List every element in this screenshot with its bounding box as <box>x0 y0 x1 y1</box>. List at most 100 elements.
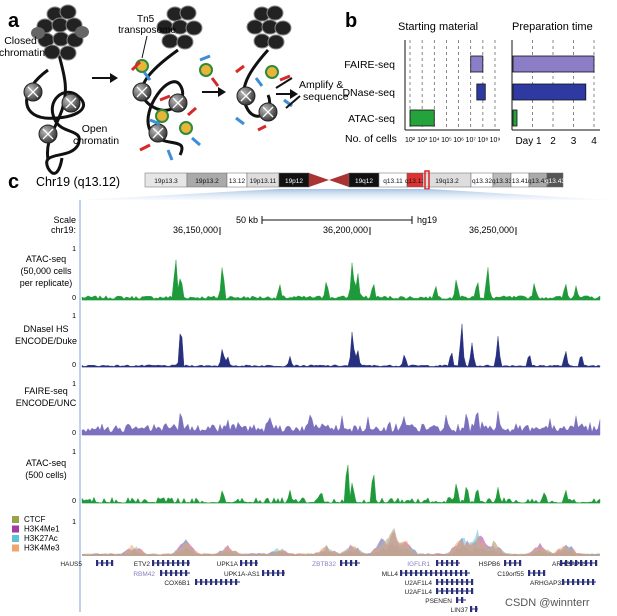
open-chromatin-label: Open chromatin <box>73 123 119 147</box>
gene-label: IGFLR1 <box>407 561 430 568</box>
gene-label: C19orf55 <box>497 571 524 578</box>
ideogram-band <box>546 172 564 188</box>
gene-exon <box>340 560 343 566</box>
x-tick-label: 10⁸ <box>477 137 488 144</box>
gene-exon <box>282 570 285 576</box>
y-max-label: 1 <box>72 519 76 526</box>
panel-b-letter: b <box>345 10 357 32</box>
gene-exon <box>205 579 208 585</box>
gene-exon <box>180 570 183 576</box>
gene-exon <box>185 570 188 576</box>
ideogram-band-label: 19p13.3 <box>154 178 178 185</box>
gene-exon <box>538 570 541 576</box>
histone-area <box>82 528 600 556</box>
gene-label: LIN37 <box>451 607 469 614</box>
legend-label: H3K27Ac <box>24 534 58 543</box>
closed-chromatin-label: Closed chromatin <box>0 35 45 59</box>
track-label: ENCODE/UNC <box>16 398 77 408</box>
gene-exon <box>451 560 454 566</box>
gene: ZBTB32 <box>312 560 360 568</box>
amplify-label: Amplify & sequence <box>299 79 349 103</box>
gene-exon <box>585 560 588 566</box>
cells-range-bar <box>409 109 435 127</box>
gene-exon <box>595 560 598 566</box>
gene-exon <box>450 570 453 576</box>
panel-a: a Closed chromatin Open chromati <box>0 4 349 175</box>
panel-c: c Chr19 (q13.12) 19p13.3 19p13.2 13.12 19p1… <box>8 170 610 614</box>
gene-exon <box>451 588 454 594</box>
gene: LIN37 <box>451 606 478 614</box>
y-max-label: 1 <box>72 313 76 320</box>
gene-exon <box>415 570 418 576</box>
gene-exon <box>471 579 474 585</box>
gene-exon <box>157 560 160 566</box>
gene: ARHGAP33 <box>530 579 596 587</box>
gene: U2AF1L4 <box>405 579 474 587</box>
gene-exon <box>240 560 243 566</box>
arrow-right-icon <box>218 87 226 97</box>
legend-label: CTCF <box>24 515 45 524</box>
zoom-wedge <box>80 189 610 200</box>
gene-label: HAUS5 <box>60 561 82 568</box>
position-label: 36,250,000 <box>469 225 514 235</box>
gene-exon <box>101 560 104 566</box>
legend-swatch <box>12 544 19 552</box>
gene-exon <box>160 570 163 576</box>
gene-label: ARHGAP33 <box>530 580 565 587</box>
gene-label: RBM42 <box>133 571 155 578</box>
panel-b: b Starting material Preparation time FAI… <box>342 10 600 147</box>
track-label: ENCODE/Duke <box>15 336 77 346</box>
gene-label: COX6B1 <box>164 580 190 587</box>
gene-label: HSPB6 <box>479 561 501 568</box>
gene-exon <box>451 579 454 585</box>
method-label: ATAC-seq <box>348 113 395 125</box>
watermark: CSDN @winnterr <box>505 597 590 609</box>
gene: ARHGAP33 <box>552 560 598 568</box>
gene-exon <box>225 579 228 585</box>
gene-exon <box>456 560 459 566</box>
legend-swatch <box>12 516 19 523</box>
gene-exon <box>425 570 428 576</box>
centromere-mark <box>329 173 349 187</box>
gene-exon <box>250 560 253 566</box>
gene-exon <box>182 560 185 566</box>
track-label: FAIRE-seq <box>24 386 68 396</box>
x-tick-label: 2 <box>550 136 556 147</box>
chr-label: chr19: <box>51 225 76 235</box>
signal-area <box>81 323 601 368</box>
panel-a-letter: a <box>8 10 20 32</box>
track-1: ATAC-seq (50,000 cells per replicate) 1 0 <box>20 246 601 302</box>
gene-exon <box>456 588 459 594</box>
y-min-label: 0 <box>72 430 76 437</box>
gene-label: UPK1A-AS1 <box>224 571 260 578</box>
gene-exon <box>446 588 449 594</box>
gene-exon <box>245 560 248 566</box>
gene-exon <box>570 560 573 566</box>
gene-exon <box>215 579 218 585</box>
y-max-label: 1 <box>72 246 76 253</box>
gene-exon <box>165 570 168 576</box>
gene-exon <box>590 560 593 566</box>
ideogram-band-label: 19p12 <box>285 178 303 185</box>
gene-exon <box>255 560 258 566</box>
track-2: DNaseI HS ENCODE/Duke 1 0 <box>15 313 601 369</box>
gene: HSPB6 <box>479 560 522 568</box>
x-tick-label: 10⁴ <box>429 137 440 144</box>
gene-exon <box>445 570 448 576</box>
gene-exon <box>195 579 198 585</box>
legend-label: H3K4Me1 <box>24 525 60 534</box>
y-min-label: 0 <box>72 295 76 302</box>
gene-exon <box>543 570 546 576</box>
gene-exon <box>562 579 565 585</box>
gene-exon <box>455 570 458 576</box>
gene-exon <box>533 570 536 576</box>
gene-exon <box>565 560 568 566</box>
gene-exon <box>162 560 165 566</box>
tn5-label: Tn5 transposome <box>118 14 176 36</box>
track-3: FAIRE-seq ENCODE/UNC 1 0 <box>16 381 601 437</box>
signal-area <box>81 464 601 504</box>
gene: COX6B1 <box>164 579 240 587</box>
gene-label: ZBTB32 <box>312 561 336 568</box>
cells-range-bar <box>470 55 484 73</box>
